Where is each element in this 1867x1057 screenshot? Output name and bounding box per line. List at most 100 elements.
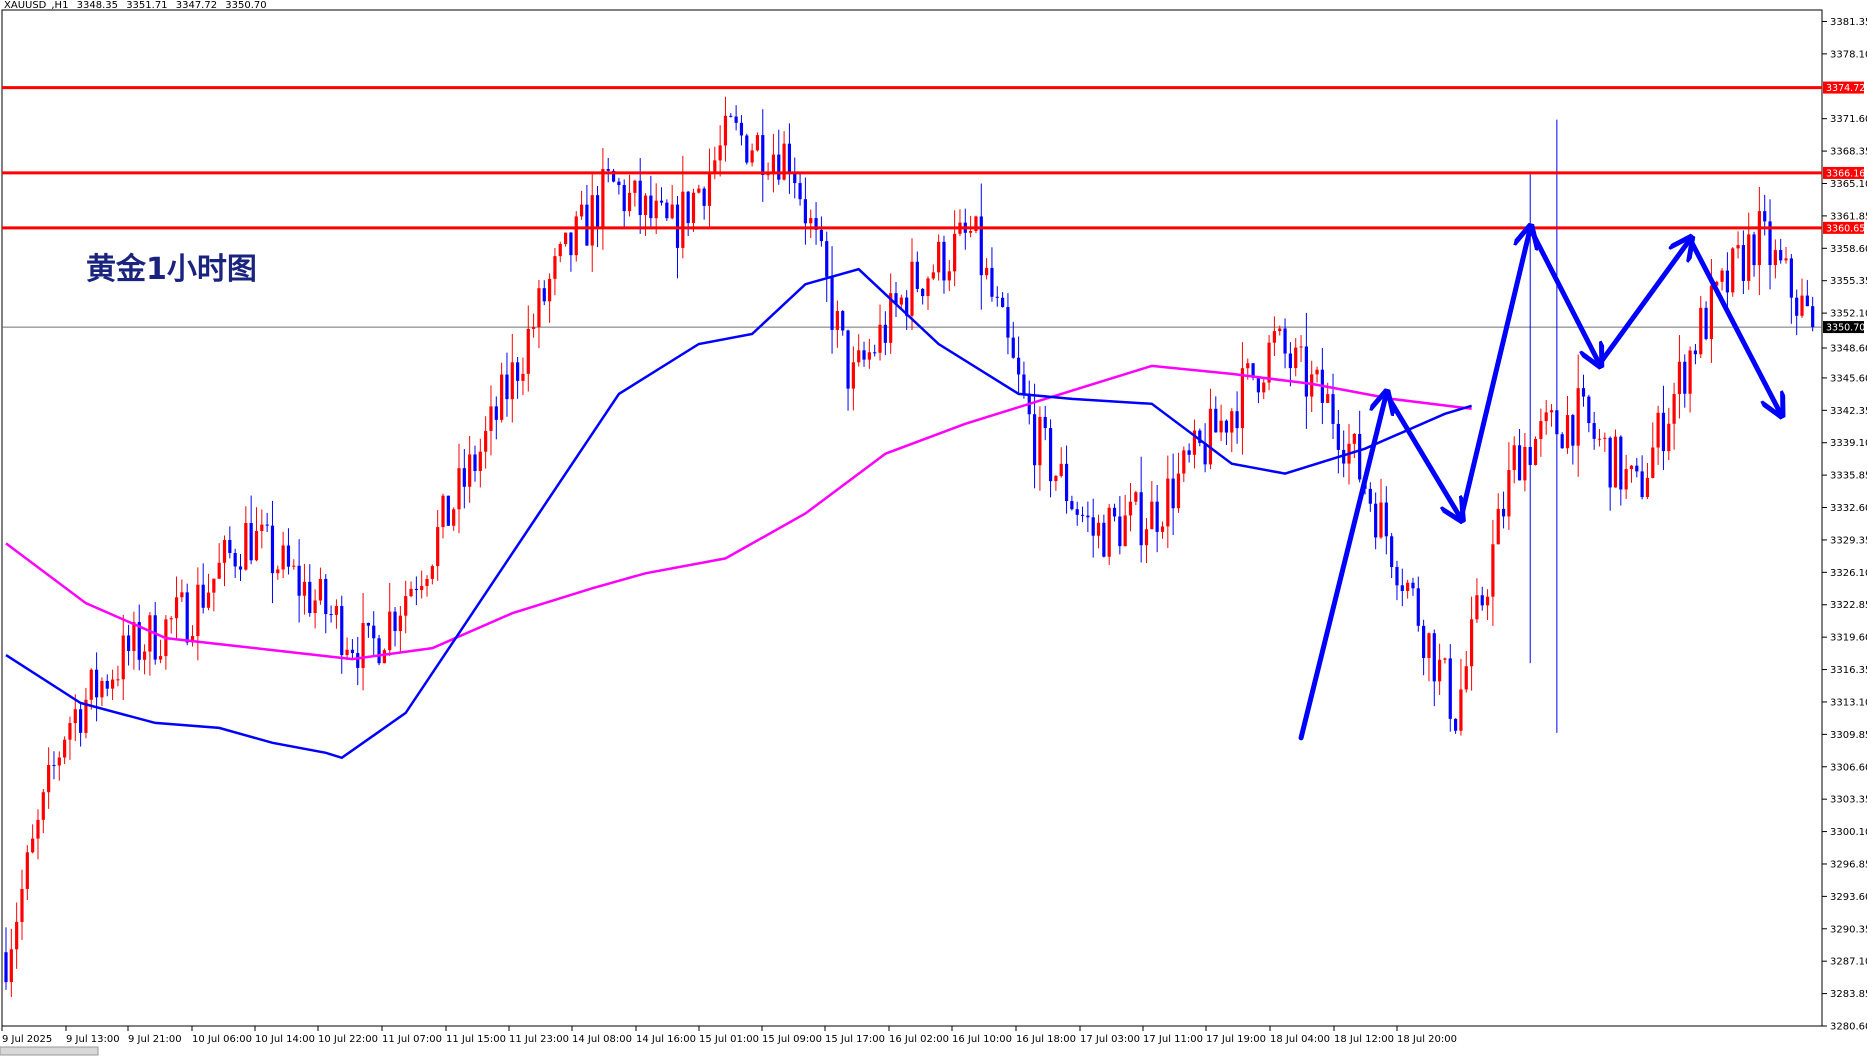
candle-body	[1448, 658, 1452, 719]
candle	[846, 329, 850, 411]
candle-body	[803, 199, 808, 224]
candle-body	[990, 267, 994, 297]
candle-body	[1501, 508, 1506, 517]
candle-body	[1672, 394, 1676, 424]
candle-body	[484, 430, 488, 452]
candle	[702, 186, 706, 220]
candle-body	[857, 350, 861, 363]
candle	[937, 234, 941, 281]
y-tick-label: 3280.60	[1830, 1022, 1867, 1033]
candle	[1454, 718, 1458, 734]
candle	[921, 287, 925, 305]
candle	[1485, 589, 1490, 621]
chart-header: XAUUSD_,H1 3348.35 3351.71 3347.72 3350.…	[4, 0, 272, 11]
open-value: 3348.35	[76, 0, 118, 11]
candle-body	[798, 183, 802, 200]
candle	[750, 143, 754, 167]
candle-body	[286, 545, 291, 567]
candle	[659, 187, 664, 206]
candle-body	[1310, 374, 1314, 397]
candle	[1667, 407, 1671, 461]
candle	[329, 605, 333, 623]
candle	[1603, 432, 1607, 452]
y-tick-label: 3352.10	[1830, 309, 1867, 320]
candle-body	[249, 522, 253, 561]
candle-body	[1272, 331, 1276, 343]
candle-body	[905, 297, 909, 316]
y-tick-label: 3339.10	[1830, 438, 1867, 449]
candle	[457, 443, 461, 534]
candle-body	[563, 232, 568, 245]
candle-body	[548, 278, 552, 302]
close-value: 3350.70	[225, 0, 267, 11]
candle-body	[1171, 478, 1175, 509]
candle	[1800, 278, 1804, 319]
x-tick-label: 18 Jul 20:00	[1397, 1034, 1457, 1045]
candle-body	[606, 168, 610, 171]
candle-body	[1720, 270, 1724, 282]
candle-body	[110, 679, 115, 689]
candle-body	[137, 622, 141, 660]
candle	[835, 300, 839, 348]
candle-body	[1262, 382, 1266, 393]
candle-body	[1603, 437, 1607, 439]
candle	[270, 500, 275, 604]
candle-body	[793, 173, 797, 184]
candle	[63, 736, 67, 765]
candle	[196, 567, 200, 661]
candle-body	[1800, 295, 1804, 316]
high-value: 3351.71	[126, 0, 168, 11]
candle	[425, 575, 429, 597]
candle	[180, 579, 184, 602]
candle	[15, 902, 19, 969]
candle-body	[41, 792, 45, 820]
candle-body	[1795, 297, 1799, 316]
candle-body	[1246, 363, 1250, 369]
candle-body	[1294, 347, 1298, 369]
candle-body	[622, 185, 626, 212]
candle	[4, 927, 8, 990]
candle-body	[478, 451, 482, 471]
candle-body	[313, 600, 317, 614]
x-tick-label: 9 Jul 2025	[2, 1034, 52, 1045]
candle-body	[190, 635, 195, 643]
candle	[953, 210, 957, 287]
candle	[574, 211, 578, 262]
candle-body	[404, 596, 408, 616]
candle	[478, 438, 482, 488]
level-label: 3374.72	[1826, 83, 1865, 94]
candle	[462, 449, 466, 509]
level-label-bg	[1823, 81, 1864, 94]
candle	[1038, 406, 1042, 491]
candle-body	[1331, 394, 1335, 424]
candle	[201, 563, 205, 614]
candle	[1475, 578, 1479, 623]
candle-body	[372, 625, 376, 639]
candle	[1304, 312, 1308, 429]
candle	[1011, 321, 1015, 359]
candle	[313, 589, 317, 629]
candle-body	[595, 195, 600, 228]
candle-body	[308, 581, 312, 614]
candle-body	[691, 192, 696, 224]
candle	[164, 615, 168, 670]
candle-body	[393, 611, 397, 632]
candle	[1230, 408, 1234, 453]
candle-body	[1741, 245, 1745, 281]
candle	[254, 507, 259, 562]
candle-body	[20, 888, 24, 922]
candle	[105, 674, 109, 697]
candle-body	[729, 115, 733, 117]
candle-body	[297, 565, 301, 596]
candle	[510, 333, 514, 423]
candle-body	[1763, 211, 1767, 222]
candle-body	[1773, 250, 1777, 266]
candle-body	[201, 584, 205, 608]
candle-body	[366, 622, 370, 626]
candle	[681, 155, 685, 259]
candle-body	[670, 204, 674, 219]
projection-arrow	[1298, 394, 1386, 741]
candle	[558, 241, 562, 263]
candle-body	[558, 244, 562, 257]
